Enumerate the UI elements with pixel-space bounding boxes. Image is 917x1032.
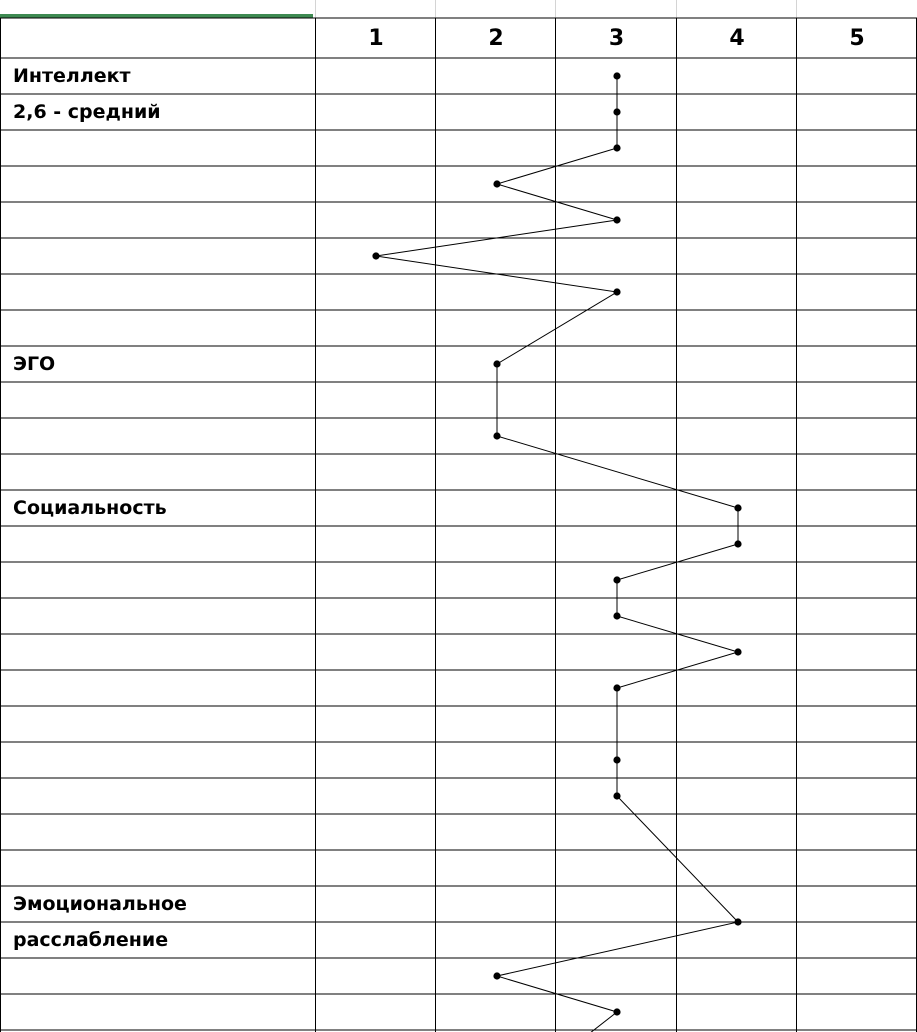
data-point xyxy=(493,432,501,440)
data-point xyxy=(613,576,621,584)
column-header-4[interactable]: 4 xyxy=(729,25,745,51)
data-point xyxy=(493,972,501,980)
data-point xyxy=(613,684,621,692)
row-label: расслабление xyxy=(13,929,169,951)
data-point xyxy=(493,180,501,188)
column-header-3[interactable]: 3 xyxy=(608,25,625,51)
row-label: Социальность xyxy=(13,497,167,519)
data-point xyxy=(613,756,621,764)
data-point xyxy=(613,72,621,80)
selection-indicator xyxy=(0,14,313,18)
data-point xyxy=(372,252,380,260)
row-label: 2,6 - средний xyxy=(13,101,161,123)
data-point xyxy=(613,1008,621,1016)
profile-line xyxy=(375,76,740,1032)
data-point xyxy=(613,612,621,620)
row-label: ЭГО xyxy=(13,353,56,375)
data-point xyxy=(613,216,621,224)
data-point xyxy=(734,540,742,548)
data-point xyxy=(613,144,621,152)
row-label: Эмоциональное xyxy=(13,893,187,915)
data-point xyxy=(613,288,621,296)
data-point xyxy=(613,792,621,800)
data-point xyxy=(613,108,621,116)
column-header-1[interactable]: 1 xyxy=(368,25,384,51)
data-point xyxy=(734,504,742,512)
data-point xyxy=(734,648,742,656)
column-header-5[interactable]: 5 xyxy=(849,25,865,51)
data-point xyxy=(493,360,501,368)
row-label: Интеллект xyxy=(13,65,131,87)
data-point xyxy=(734,918,742,926)
column-header-2[interactable]: 2 xyxy=(488,25,504,51)
